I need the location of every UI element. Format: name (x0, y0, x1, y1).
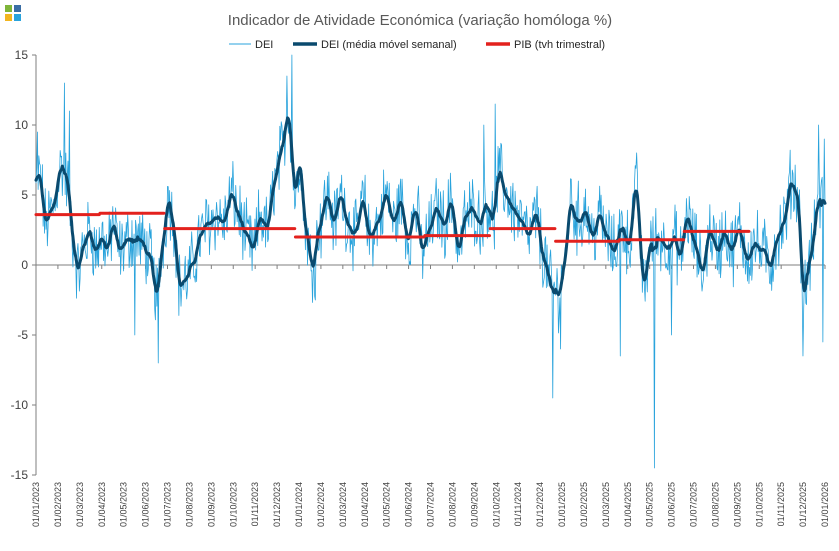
x-tick-label: 01/05/2025 (645, 482, 655, 527)
plot-area (34, 54, 827, 469)
x-tick-label: 01/10/2025 (754, 482, 764, 527)
x-tick-label: 01/03/2024 (338, 482, 348, 527)
x-tick-label: 01/06/2023 (141, 482, 151, 527)
legend: DEI DEI (média móvel semanal) PIB (tvh t… (229, 39, 605, 51)
x-tick-label: 01/10/2024 (491, 482, 501, 527)
x-tick-label: 01/03/2023 (75, 482, 85, 527)
x-tick-label: 01/08/2024 (447, 482, 457, 527)
x-tick-label: 01/12/2023 (272, 482, 282, 527)
chart-title: Indicador de Atividade Económica (variaç… (228, 12, 612, 29)
x-tick-label: 01/07/2023 (163, 482, 173, 527)
logo-square-4 (14, 14, 21, 21)
y-tick-label: -5 (17, 328, 28, 342)
x-tick-label: 01/02/2023 (53, 482, 63, 527)
x-tick-label: 01/01/2025 (557, 482, 567, 527)
x-tick-label: 01/05/2024 (382, 482, 392, 527)
x-tick-label: 01/11/2023 (250, 482, 260, 526)
x-tick-label: 01/03/2025 (601, 482, 611, 527)
x-tick-label: 01/07/2024 (426, 482, 436, 527)
x-tick-label: 01/09/2024 (469, 482, 479, 527)
x-tick-label: 01/08/2023 (184, 482, 194, 527)
x-tick-label: 01/09/2023 (206, 482, 216, 527)
x-axis: 01/01/2023 01/02/2023 01/03/2023 01/04/2023… (31, 264, 830, 527)
x-tick-label: 01/01/2023 (31, 482, 41, 527)
x-tick-label: 01/10/2023 (228, 482, 238, 527)
logo-square-2 (14, 5, 21, 12)
x-tick-label: 01/04/2024 (360, 482, 370, 527)
x-tick-label: 01/04/2023 (97, 482, 107, 527)
legend-label-pib: PIB (tvh trimestral) (514, 39, 605, 51)
y-axis: -15 -10 -5 0 5 10 15 (11, 48, 37, 482)
x-tick-label: 01/05/2023 (119, 482, 129, 527)
series-line-dei (35, 54, 826, 469)
x-tick-label: 01/01/2026 (820, 482, 830, 527)
x-tick-label: 01/12/2025 (798, 482, 808, 527)
x-tick-label: 01/02/2024 (316, 482, 326, 527)
x-tick-label: 01/02/2025 (579, 482, 589, 527)
y-tick-label: 10 (15, 118, 29, 132)
logo-square-3 (5, 14, 12, 21)
logo-square-1 (5, 5, 12, 12)
y-tick-label: -15 (11, 468, 29, 482)
x-tick-label: 01/01/2024 (294, 482, 304, 527)
y-tick-label: -10 (11, 398, 29, 412)
x-tick-label: 01/08/2025 (710, 482, 720, 527)
legend-label-dei: DEI (255, 39, 273, 51)
x-tick-label: 01/12/2024 (535, 482, 545, 527)
legend-label-dei-mm: DEI (média móvel semanal) (321, 39, 457, 51)
x-tick-label: 01/06/2024 (404, 482, 414, 527)
y-tick-label: 5 (21, 188, 28, 202)
series-line-dei-moving-average (34, 116, 827, 297)
x-tick-label: 01/11/2025 (776, 482, 786, 526)
logo-icon (5, 5, 21, 21)
x-tick-label: 01/06/2025 (667, 482, 677, 527)
x-tick-label: 01/11/2024 (513, 482, 523, 526)
x-tick-label: 01/09/2025 (732, 482, 742, 527)
y-tick-label: 0 (21, 258, 28, 272)
x-tick-label: 01/04/2025 (623, 482, 633, 527)
x-tick-label: 01/07/2025 (689, 482, 699, 527)
y-tick-label: 15 (15, 48, 29, 62)
